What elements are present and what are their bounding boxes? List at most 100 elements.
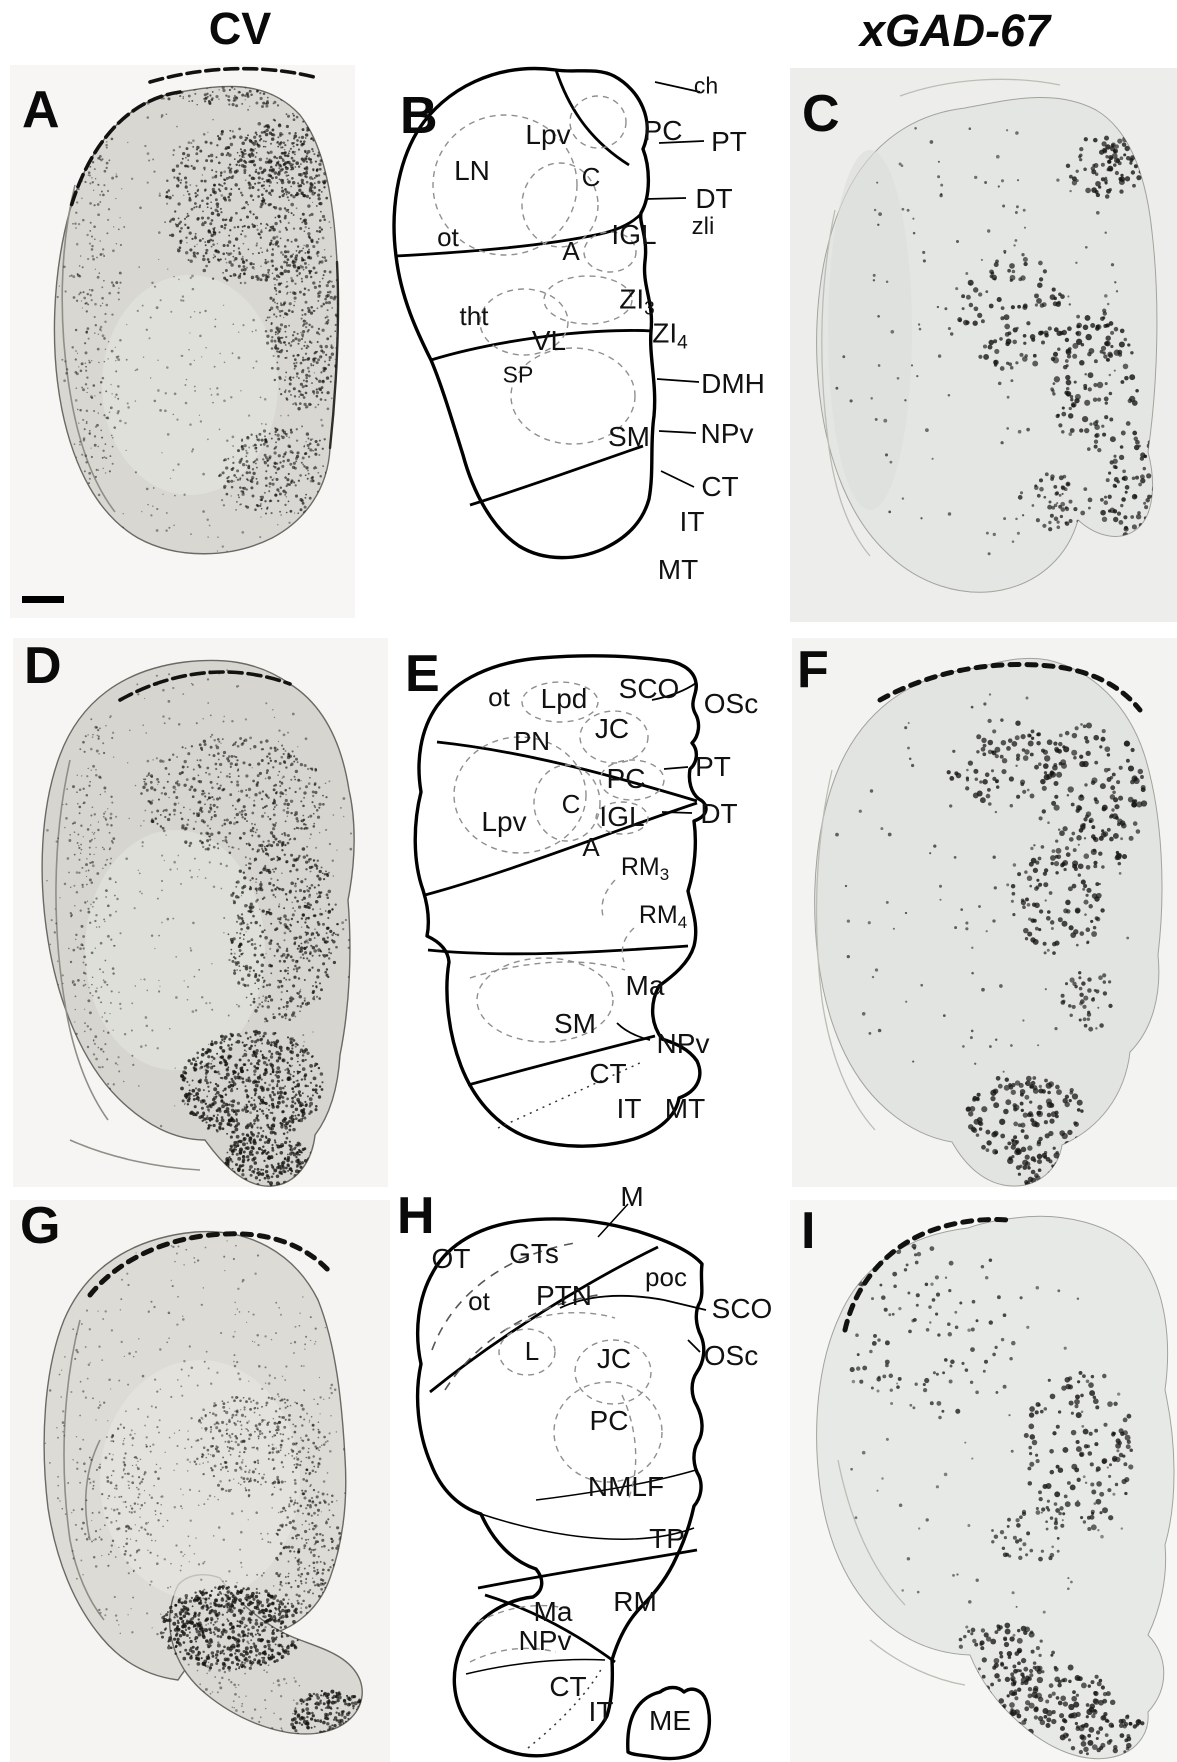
nucleus-dashed-ot2 <box>444 1294 599 1391</box>
anatomy-label: JC <box>597 1345 631 1373</box>
anatomy-label: IGL <box>611 221 656 249</box>
anatomy-label: Lpv <box>481 808 526 836</box>
membrane-fragment <box>55 759 109 1121</box>
anatomy-label-text: TP <box>649 1523 685 1554</box>
anatomy-label: L <box>525 1338 539 1364</box>
membrane-fragment <box>69 1139 201 1171</box>
anatomy-label: IT <box>589 1698 614 1726</box>
nucleus-dashed-ot <box>431 1242 576 1351</box>
anatomy-label-text: JC <box>594 713 630 744</box>
anatomy-label: PC <box>590 1407 629 1435</box>
anatomy-label: VL <box>532 327 566 355</box>
anatomy-label: Lpd <box>541 685 588 713</box>
membrane-fragment <box>61 184 116 513</box>
membrane-fragment <box>821 209 871 557</box>
anatomy-label-text: JC <box>596 1343 632 1374</box>
panel-letter-f: F <box>797 641 829 699</box>
nucleus-dashed-pc <box>553 1381 663 1483</box>
anatomy-label-text: IT <box>616 1093 642 1124</box>
nucleus-dashed-lpv <box>453 736 587 854</box>
anatomy-label-text: OT <box>431 1243 471 1274</box>
shaded-tissue-band <box>828 150 912 510</box>
anatomy-label: A <box>562 238 579 264</box>
anatomy-label: CT <box>701 473 738 501</box>
anatomy-label-text: ch <box>693 72 719 99</box>
leader-line-sco-tail <box>559 1294 665 1309</box>
anatomy-label-subscript: 4 <box>677 332 688 354</box>
cv-section-image-g <box>43 1230 363 1735</box>
panel-letter-a: A <box>22 81 60 139</box>
leader-line-dt <box>645 197 687 200</box>
anatomy-label: OSc <box>704 1342 758 1370</box>
anatomy-label-text: VL <box>531 325 567 356</box>
anatomy-label: SM <box>554 1010 596 1038</box>
anatomy-label-text: DMH <box>701 368 765 399</box>
anatomy-label: tht <box>460 303 489 329</box>
column-header-cv: CV <box>208 3 272 54</box>
anatomy-label-text: NMLF <box>587 1471 665 1502</box>
anatomy-label-text: DT <box>695 183 733 214</box>
panel-letter-b: B <box>400 87 438 145</box>
anatomy-label: Lpv <box>525 121 570 149</box>
stipple-dots <box>44 1237 363 1734</box>
region-boundary <box>436 740 698 803</box>
membrane-fragment <box>63 1319 105 1621</box>
dotted-boundary-it <box>527 1665 604 1749</box>
anatomy-label: PC <box>607 765 646 793</box>
anatomy-label: Ma <box>626 972 665 1000</box>
nucleus-dashed-sm <box>476 957 614 1043</box>
anatomy-label: A <box>582 834 599 860</box>
anatomy-label: IT <box>680 508 705 536</box>
anatomy-label-text: IT <box>588 1696 614 1727</box>
anatomy-label-text: A <box>562 236 580 266</box>
anatomy-label-text: CT <box>701 471 739 502</box>
leader-line-sco <box>651 682 697 701</box>
anatomy-label: SM <box>608 423 650 451</box>
anatomy-label: zli <box>692 215 715 239</box>
panel-letter-g: G <box>20 1197 61 1255</box>
panel-letter-d: D <box>24 637 62 695</box>
expression-puncta <box>835 127 1157 593</box>
region-boundary <box>427 944 689 956</box>
leader-line-npv <box>658 430 697 434</box>
nucleus-dashed-zi <box>543 275 633 325</box>
anatomy-label-text: OSc <box>703 1340 759 1371</box>
anatomy-label-text: ot <box>488 682 510 712</box>
anatomy-label: NMLF <box>588 1473 664 1501</box>
anatomy-label: OT <box>432 1245 471 1273</box>
anatomy-label-text: SM <box>554 1008 596 1039</box>
anatomy-label: C <box>562 791 581 817</box>
panel-f-micrograph <box>792 638 1177 1187</box>
anatomy-label: NPv <box>657 1030 710 1058</box>
nucleus-dashed-pc <box>569 95 627 149</box>
scale-bar <box>22 596 64 603</box>
nucleus-dashed-igl <box>595 801 649 835</box>
anatomy-label-text: IGL <box>611 219 657 250</box>
panel-a-micrograph <box>10 65 355 618</box>
anatomy-label: MT <box>658 556 698 584</box>
anatomy-label: DMH <box>701 370 765 398</box>
anatomy-label-text: CT <box>589 1058 627 1089</box>
section-outline <box>392 66 657 560</box>
leader-line-dmh <box>656 378 700 383</box>
anatomy-label-text: PTN <box>536 1280 592 1311</box>
anatomy-label: IT <box>617 1095 642 1123</box>
cv-section-image-d <box>41 659 355 1187</box>
anatomy-label-text: zli <box>691 213 715 240</box>
anatomy-label-subscript: 4 <box>677 913 688 933</box>
nucleus-dashed-igl <box>583 231 637 273</box>
anatomy-label: M <box>620 1183 643 1211</box>
anatomy-label-text: CT <box>549 1671 587 1702</box>
schematic-drawing-h <box>415 1203 712 1761</box>
region-boundary <box>395 212 642 258</box>
leader-line-pt <box>663 766 689 770</box>
anatomy-label-text: SM <box>608 421 650 452</box>
column-header-xgad67: xGAD-67 <box>859 5 1051 56</box>
anatomy-label-text: GTs <box>509 1238 559 1269</box>
anatomy-label-text: Lpd <box>540 683 588 714</box>
membrane-fragment <box>84 1439 101 1541</box>
nucleus-dashed <box>621 1394 637 1501</box>
anatomy-label: poc <box>645 1264 687 1290</box>
section-outline <box>415 1217 706 1758</box>
